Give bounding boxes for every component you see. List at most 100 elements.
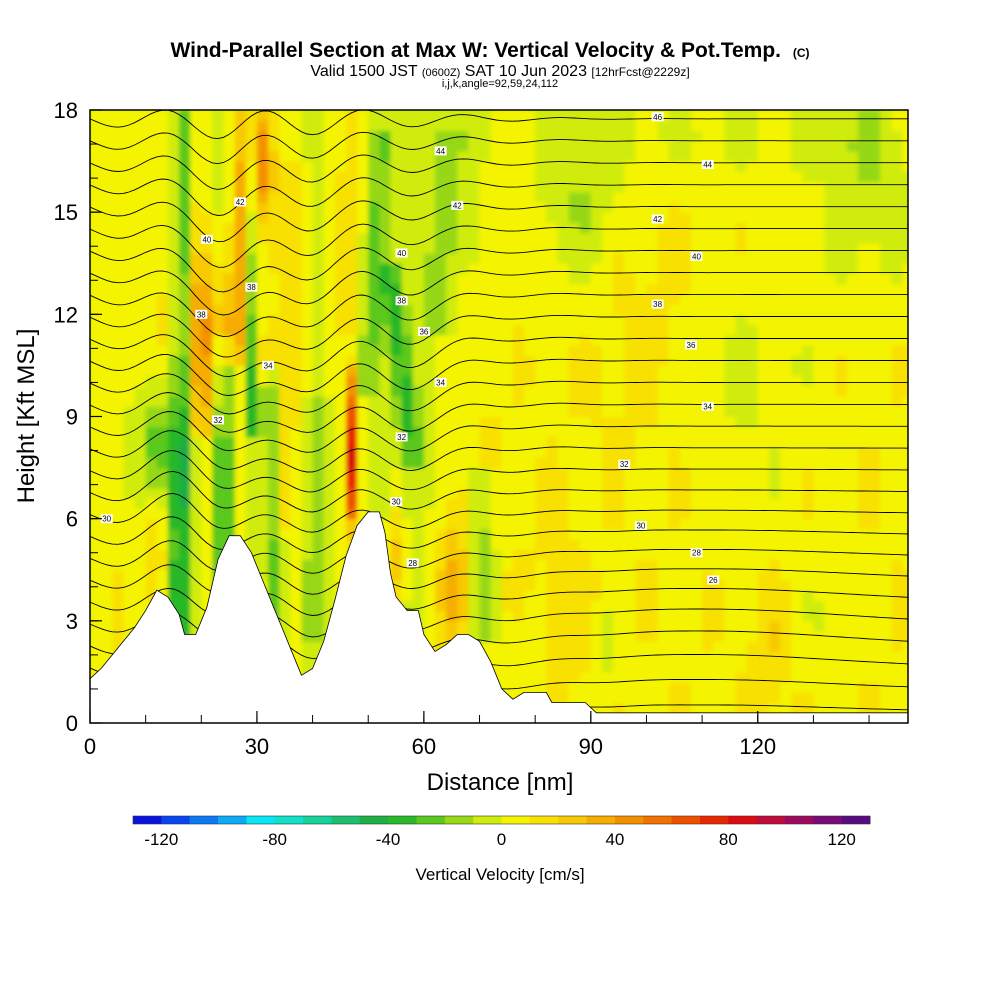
velocity-cell xyxy=(579,590,592,601)
velocity-cell xyxy=(880,528,892,540)
velocity-cell xyxy=(590,559,603,571)
velocity-cell xyxy=(613,436,625,448)
y-tick-label: 0 xyxy=(66,711,78,736)
velocity-cell xyxy=(824,334,837,346)
velocity-cell xyxy=(312,508,325,520)
velocity-cell xyxy=(657,508,670,520)
velocity-cell xyxy=(668,651,681,663)
velocity-cell xyxy=(312,181,325,193)
velocity-cell xyxy=(869,447,881,458)
velocity-cell xyxy=(646,304,659,315)
velocity-cell xyxy=(112,181,124,193)
colorbar-swatch xyxy=(473,816,502,824)
velocity-cell xyxy=(145,140,158,152)
velocity-cell xyxy=(334,365,347,377)
velocity-cell xyxy=(346,457,358,469)
velocity-cell xyxy=(346,426,358,438)
velocity-cell xyxy=(613,539,625,550)
velocity-cell xyxy=(601,212,614,223)
velocity-cell xyxy=(846,488,859,499)
velocity-cell xyxy=(256,334,269,346)
velocity-cell xyxy=(301,385,314,397)
velocity-cell xyxy=(123,171,136,183)
velocity-cell xyxy=(112,171,124,183)
velocity-cell xyxy=(301,130,314,142)
velocity-cell xyxy=(713,477,725,489)
velocity-cell xyxy=(479,396,492,407)
velocity-cell xyxy=(145,488,158,499)
velocity-cell xyxy=(156,385,169,397)
velocity-cell xyxy=(835,661,848,673)
velocity-cell xyxy=(167,528,180,540)
velocity-cell xyxy=(691,263,703,274)
velocity-cell xyxy=(468,477,481,489)
velocity-cell xyxy=(802,498,814,509)
velocity-cell xyxy=(423,610,436,622)
velocity-cell xyxy=(691,161,703,172)
velocity-cell xyxy=(435,477,447,489)
velocity-cell xyxy=(357,304,369,315)
x-axis-label: Distance [nm] xyxy=(427,769,574,796)
velocity-cell xyxy=(123,253,136,264)
velocity-cell xyxy=(557,682,570,693)
velocity-cell xyxy=(401,396,414,407)
velocity-cell xyxy=(268,232,280,244)
velocity-cell xyxy=(457,314,469,326)
velocity-cell xyxy=(435,334,447,346)
velocity-cell xyxy=(179,620,191,632)
velocity-cell xyxy=(357,273,369,285)
velocity-cell xyxy=(679,426,692,438)
velocity-cell xyxy=(813,181,826,193)
velocity-cell xyxy=(479,447,492,458)
velocity-cell xyxy=(468,212,481,223)
velocity-cell xyxy=(679,253,692,264)
velocity-cell xyxy=(323,365,336,377)
velocity-cell xyxy=(357,120,369,131)
velocity-cell xyxy=(579,365,592,377)
velocity-cell xyxy=(579,263,592,274)
velocity-cell xyxy=(190,161,202,172)
velocity-cell xyxy=(412,600,425,612)
velocity-cell xyxy=(590,283,603,295)
velocity-cell xyxy=(256,396,269,407)
velocity-cell xyxy=(546,406,558,418)
velocity-cell xyxy=(780,426,792,438)
velocity-cell xyxy=(535,130,547,142)
velocity-cell xyxy=(568,447,581,458)
velocity-cell xyxy=(746,488,759,499)
velocity-cell xyxy=(323,457,336,469)
velocity-cell xyxy=(824,416,837,428)
velocity-cell xyxy=(535,263,547,274)
velocity-cell xyxy=(635,293,647,305)
velocity-cell xyxy=(780,120,792,131)
velocity-cell xyxy=(657,396,670,407)
velocity-cell xyxy=(512,191,525,203)
velocity-cell xyxy=(869,406,881,418)
theta-contour-line xyxy=(90,270,908,316)
velocity-cell xyxy=(412,110,425,121)
velocity-cell xyxy=(423,181,436,193)
velocity-cell xyxy=(112,447,124,458)
velocity-cell xyxy=(512,416,525,428)
velocity-cell xyxy=(835,682,848,693)
velocity-cell xyxy=(145,212,158,223)
velocity-cell xyxy=(412,130,425,142)
velocity-cell xyxy=(90,590,102,601)
velocity-cell xyxy=(546,304,558,315)
velocity-cell xyxy=(446,385,458,397)
velocity-cell xyxy=(334,488,347,499)
velocity-cell xyxy=(557,304,570,315)
velocity-cell xyxy=(757,181,770,193)
velocity-cell xyxy=(601,140,614,152)
velocity-cell xyxy=(479,191,492,203)
velocity-cell xyxy=(401,110,414,121)
velocity-cell xyxy=(679,212,692,223)
velocity-cell xyxy=(435,498,447,509)
velocity-cell xyxy=(713,600,725,612)
velocity-cell xyxy=(869,150,881,162)
velocity-cell xyxy=(613,447,625,458)
velocity-cell xyxy=(201,375,213,387)
velocity-cell xyxy=(679,539,692,550)
velocity-cell xyxy=(813,201,826,213)
velocity-cell xyxy=(646,610,659,622)
